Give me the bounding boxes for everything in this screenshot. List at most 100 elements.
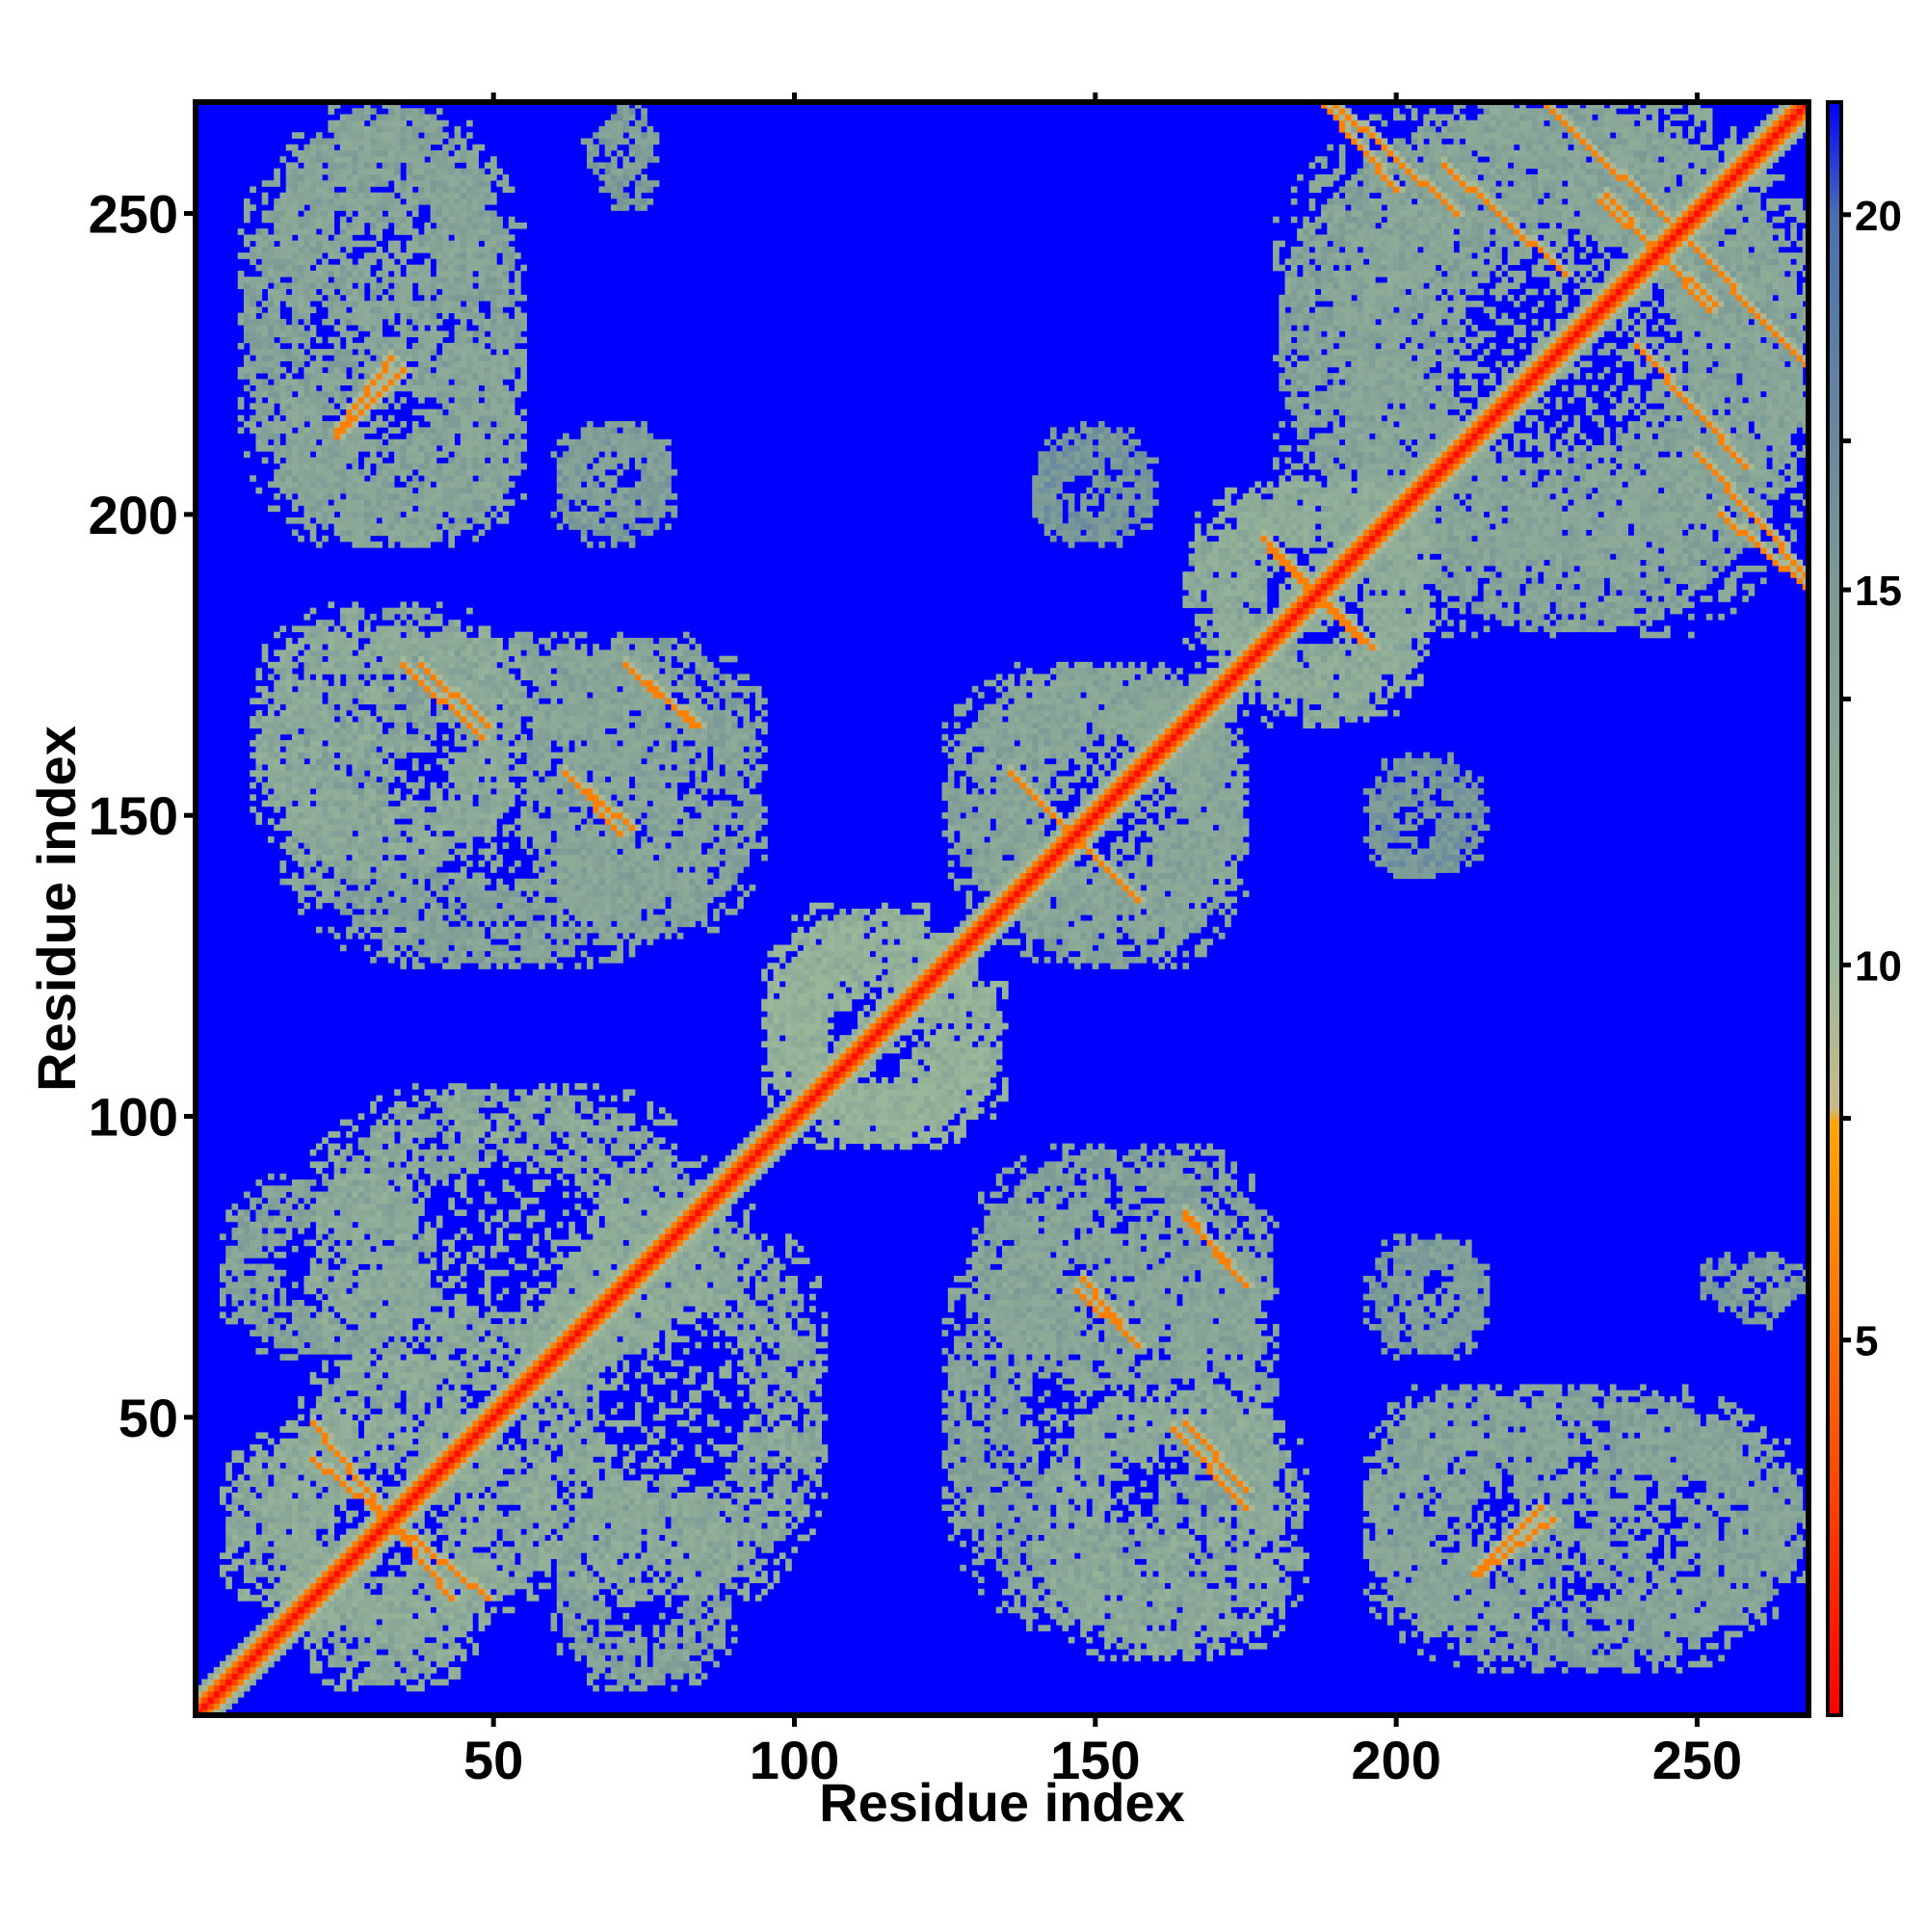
heatmap-cell: [1261, 1498, 1268, 1505]
heatmap-cell: [659, 1680, 666, 1686]
heatmap-cell: [605, 1498, 612, 1505]
heatmap-cell: [1158, 1498, 1165, 1505]
heatmap-cell: [1652, 1625, 1665, 1631]
heatmap-cell: [1038, 1480, 1044, 1487]
heatmap-cell: [1189, 1655, 1196, 1662]
heatmap-cell: [1176, 1589, 1183, 1596]
heatmap-cell: [1412, 1535, 1418, 1542]
heatmap-cell: [461, 1631, 467, 1638]
heatmap-cell: [665, 1565, 672, 1572]
heatmap-cell: [461, 1625, 467, 1631]
heatmap-cell: [1718, 1498, 1725, 1505]
heatmap-cell: [1279, 1541, 1285, 1548]
heatmap-cell: [1532, 1583, 1539, 1590]
heatmap-cell: [1525, 1511, 1532, 1518]
heatmap-cell: [442, 1487, 449, 1494]
heatmap-cell: [1532, 1601, 1539, 1607]
heatmap-cell: [1098, 1655, 1105, 1662]
heatmap-cell: [1447, 1565, 1454, 1572]
heatmap-cell: [455, 1667, 462, 1674]
heatmap-cell: [695, 1559, 701, 1566]
heatmap-cell: [1080, 1493, 1087, 1499]
heatmap-cell: [1694, 1541, 1701, 1548]
heatmap-cell: [310, 1535, 317, 1542]
heatmap-cell: [424, 1619, 431, 1626]
heatmap-cell: [1760, 1504, 1767, 1511]
heatmap-cell: [1273, 1601, 1280, 1607]
heatmap-cell: [761, 1517, 768, 1523]
heatmap-cell: [388, 1517, 395, 1523]
heatmap-cell: [1549, 1480, 1556, 1487]
heatmap-cell: [394, 1576, 401, 1583]
heatmap-cell: [1436, 1552, 1442, 1559]
heatmap-cell: [1237, 1559, 1250, 1566]
heatmap-cell: [1514, 1541, 1526, 1548]
heatmap-cell: [1453, 1571, 1460, 1577]
heatmap-cell: [1056, 1613, 1063, 1620]
heatmap-cell: [490, 1535, 497, 1542]
heatmap-cell: [1538, 1631, 1544, 1638]
heatmap-cell: [1098, 1552, 1105, 1559]
heatmap-cell: [1549, 1589, 1562, 1596]
heatmap-cell: [1254, 1559, 1261, 1566]
heatmap-cell: [1501, 1613, 1508, 1620]
heatmap-cell: [1243, 1631, 1250, 1638]
heatmap-cell: [1062, 1517, 1069, 1523]
heatmap-cell: [1694, 1559, 1701, 1566]
heatmap-cell: [1152, 1637, 1159, 1644]
heatmap-cell: [1514, 1528, 1520, 1535]
heatmap-cell: [737, 1552, 744, 1559]
heatmap-cell: [611, 1661, 618, 1668]
heatmap-cell: [316, 1625, 323, 1631]
heatmap-cell: [292, 1631, 299, 1638]
heatmap-cell: [1117, 1511, 1123, 1518]
heatmap-cell: [1165, 1517, 1172, 1523]
heatmap-cell: [515, 1576, 521, 1583]
heatmap-cell: [1382, 1493, 1388, 1499]
heatmap-cell: [1597, 1565, 1604, 1572]
heatmap-cell: [1742, 1511, 1749, 1518]
heatmap-cell: [1122, 1643, 1129, 1650]
heatmap-cell: [719, 1541, 726, 1548]
heatmap-cell: [665, 1480, 672, 1487]
heatmap-cell: [1230, 1625, 1237, 1631]
heatmap-cell: [1676, 1601, 1683, 1607]
heatmap-cell: [442, 1637, 449, 1644]
heatmap-cell: [689, 1649, 696, 1655]
heatmap-cell: [225, 1522, 232, 1529]
heatmap-cell: [1369, 1517, 1376, 1523]
heatmap-cell: [575, 1625, 582, 1631]
heatmap-cell: [1165, 1607, 1172, 1614]
heatmap-cell: [743, 1559, 750, 1566]
heatmap-cell: [804, 1511, 810, 1518]
heatmap-cell: [1760, 1517, 1767, 1523]
heatmap-cell: [587, 1541, 594, 1548]
heatmap-cell: [1616, 1655, 1623, 1662]
heatmap-cell: [244, 1667, 251, 1674]
heatmap-cell: [268, 1498, 275, 1505]
heatmap-cell: [635, 1667, 642, 1674]
heatmap-cell: [1165, 1528, 1172, 1535]
heatmap-cell: [587, 1504, 594, 1511]
heatmap-cell: [244, 1487, 251, 1494]
heatmap-cell: [1219, 1522, 1226, 1529]
heatmap-cell: [255, 1661, 262, 1668]
heatmap-cell: [255, 1667, 262, 1674]
heatmap-cell: [418, 1504, 425, 1511]
heatmap-cell: [1755, 1601, 1761, 1607]
heatmap-cell: [677, 1511, 684, 1518]
heatmap-cell: [1189, 1517, 1196, 1523]
heatmap-cell: [1158, 1559, 1165, 1566]
heatmap-cell: [689, 1637, 696, 1644]
heatmap-cell: [581, 1522, 588, 1529]
heatmap-cell: [587, 1607, 594, 1614]
heatmap-cell: [1646, 1541, 1652, 1548]
heatmap-cell: [695, 1643, 701, 1650]
heatmap-cell: [310, 1571, 317, 1577]
heatmap-cell: [274, 1504, 280, 1511]
heatmap-cell: [244, 1589, 251, 1596]
heatmap-cell: [1676, 1493, 1683, 1499]
heatmap-cell: [1580, 1595, 1587, 1601]
heatmap-cell: [635, 1571, 642, 1577]
heatmap-cell: [304, 1583, 310, 1590]
